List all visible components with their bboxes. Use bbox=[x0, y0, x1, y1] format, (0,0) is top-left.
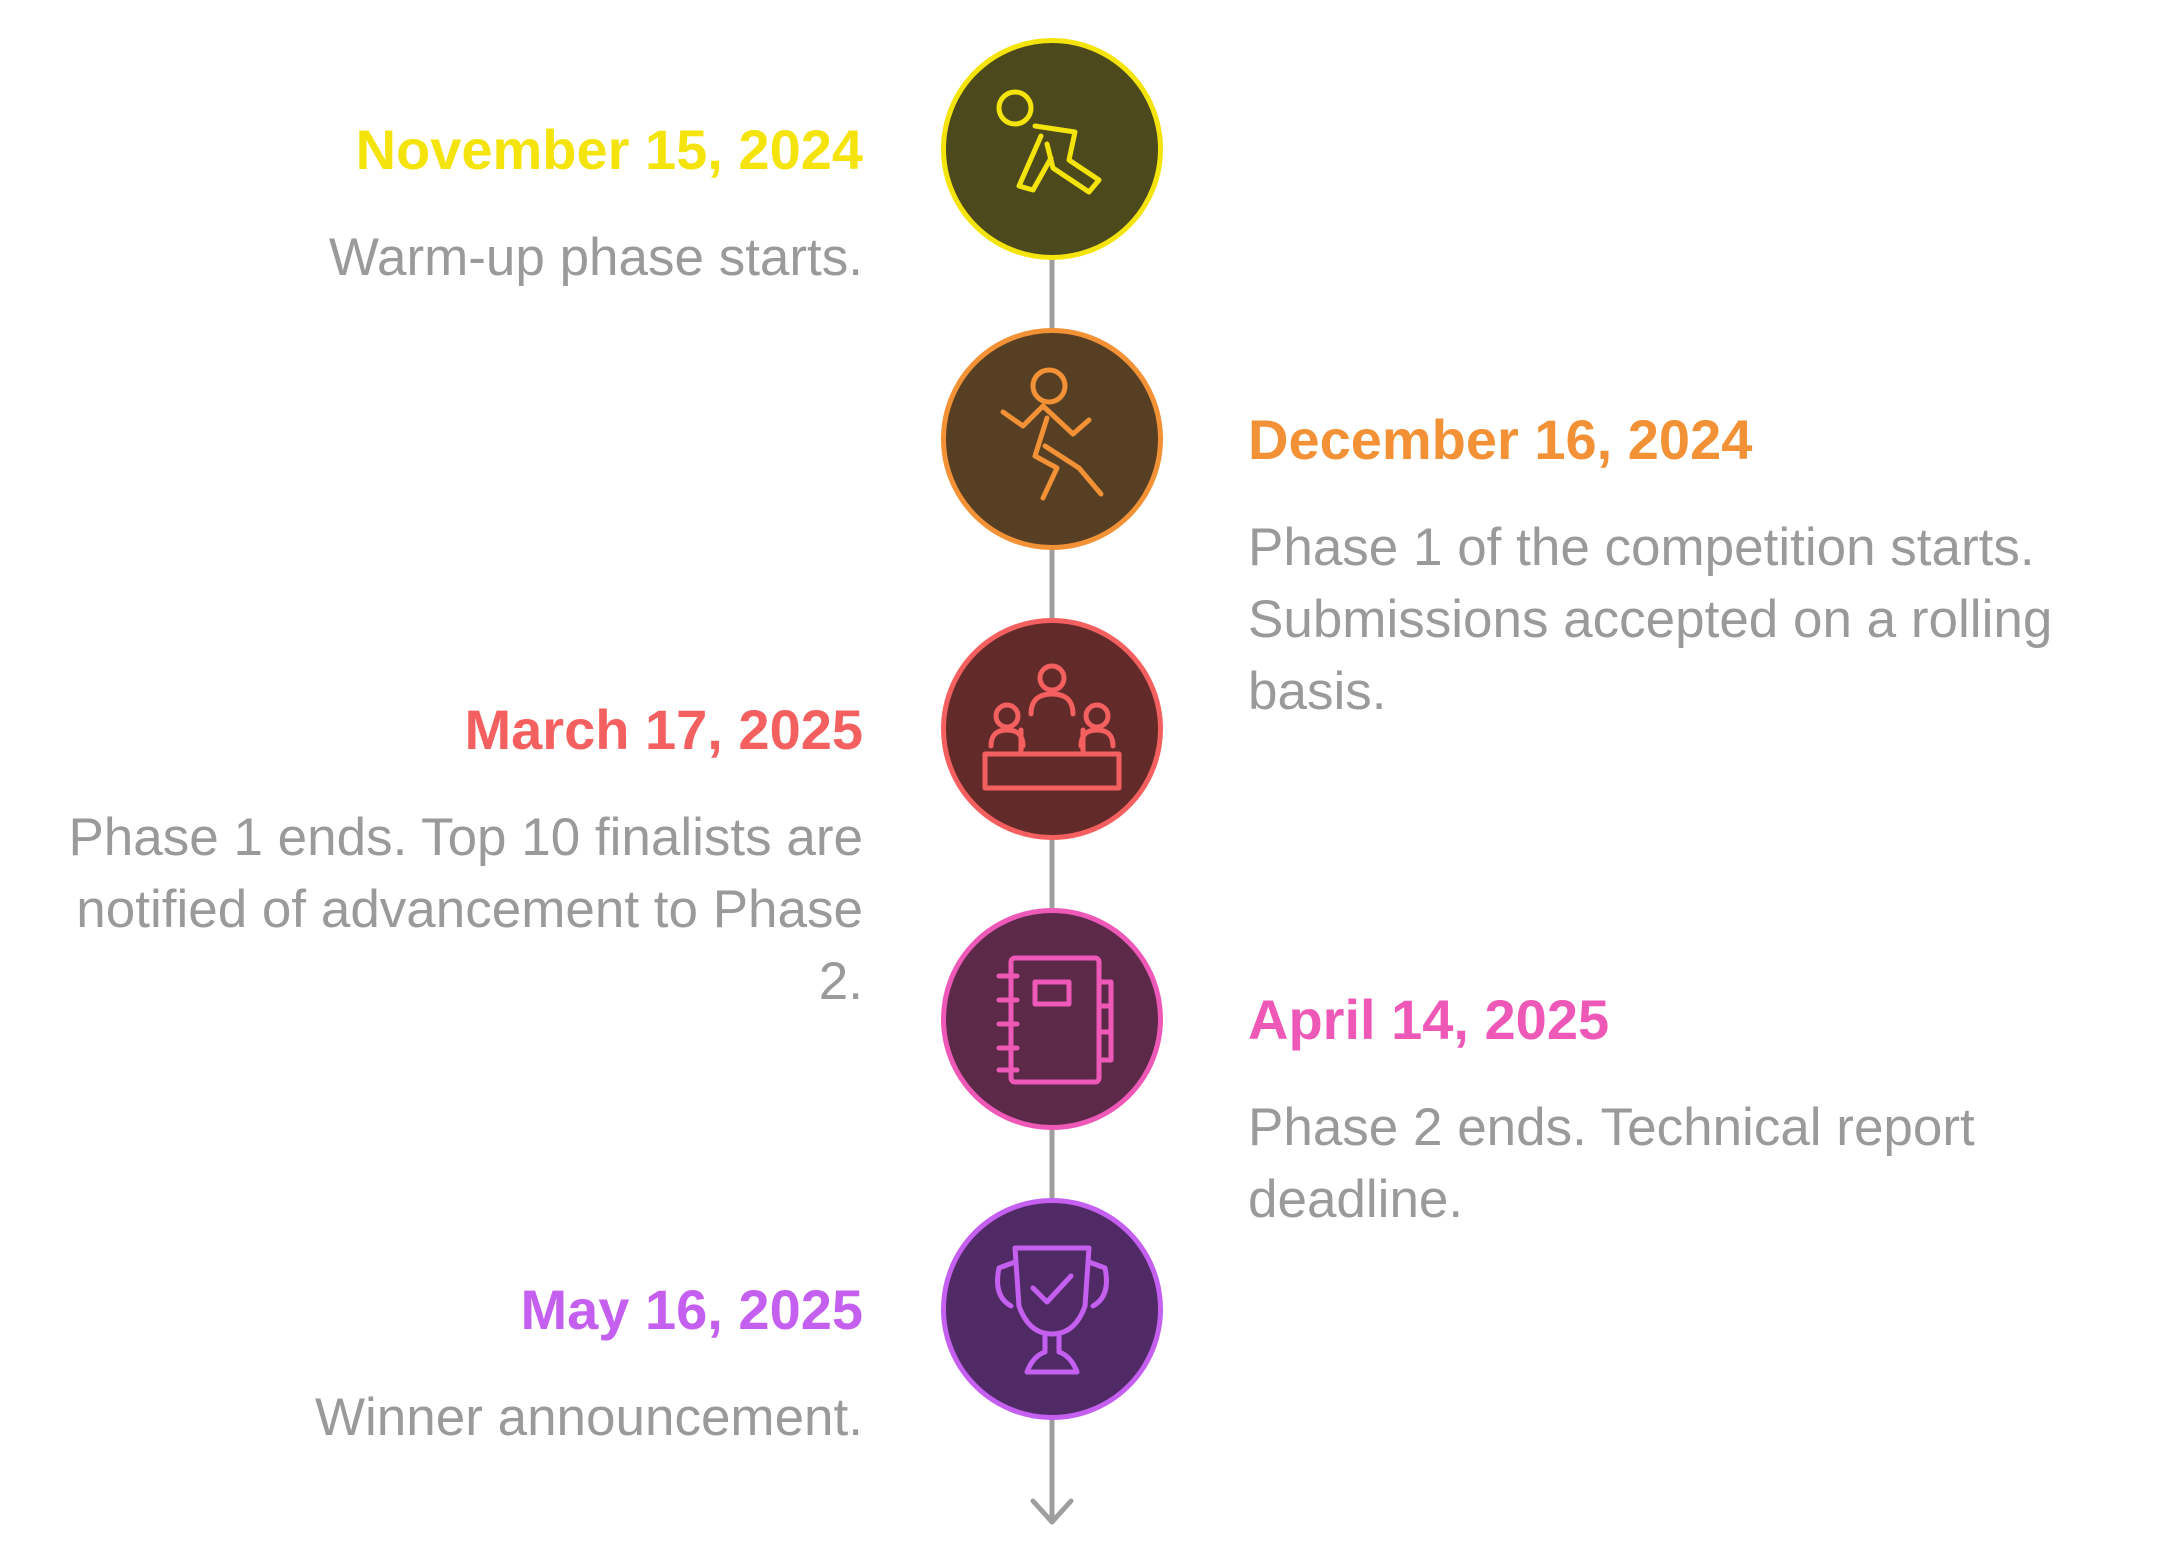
event-date: December 16, 2024 bbox=[1248, 408, 1753, 471]
event-description: Winner announcement. bbox=[315, 1388, 863, 1447]
event-node-apr-14 bbox=[941, 908, 1163, 1130]
event-date: November 15, 2024 bbox=[355, 118, 863, 181]
running-person-icon bbox=[1000, 367, 1104, 501]
timeline-arrow-icon bbox=[1030, 1498, 1074, 1525]
trophy-icon bbox=[995, 1245, 1109, 1375]
event-node-dec-16 bbox=[941, 328, 1163, 550]
event-text-dec-16: December 16, 2024 Phase 1 of the competi… bbox=[1248, 408, 2128, 728]
event-text-may-16: May 16, 2025 Winner announcement. bbox=[315, 1278, 863, 1454]
event-node-nov-15 bbox=[941, 38, 1163, 260]
event-description: Warm-up phase starts. bbox=[328, 228, 863, 287]
event-date: April 14, 2025 bbox=[1248, 988, 1610, 1051]
event-text-apr-14: April 14, 2025 Phase 2 ends. Technical r… bbox=[1248, 988, 2128, 1236]
crouching-start-icon bbox=[996, 89, 1102, 195]
event-description: Phase 2 ends. Technical report deadline. bbox=[1248, 1098, 1975, 1229]
event-node-mar-17 bbox=[941, 618, 1163, 840]
podium-icon bbox=[982, 663, 1122, 791]
event-text-nov-15: November 15, 2024 Warm-up phase starts. bbox=[329, 118, 863, 294]
event-description: Phase 1 of the competition starts. Submi… bbox=[1248, 518, 2053, 721]
event-date: May 16, 2025 bbox=[520, 1278, 863, 1341]
event-date: March 17, 2025 bbox=[464, 698, 863, 761]
event-text-mar-17: March 17, 2025 Phase 1 ends. Top 10 fina… bbox=[43, 698, 863, 1018]
event-description: Phase 1 ends. Top 10 finalists are notif… bbox=[68, 808, 863, 1011]
notebook-icon bbox=[996, 955, 1114, 1085]
event-node-may-16 bbox=[941, 1198, 1163, 1420]
